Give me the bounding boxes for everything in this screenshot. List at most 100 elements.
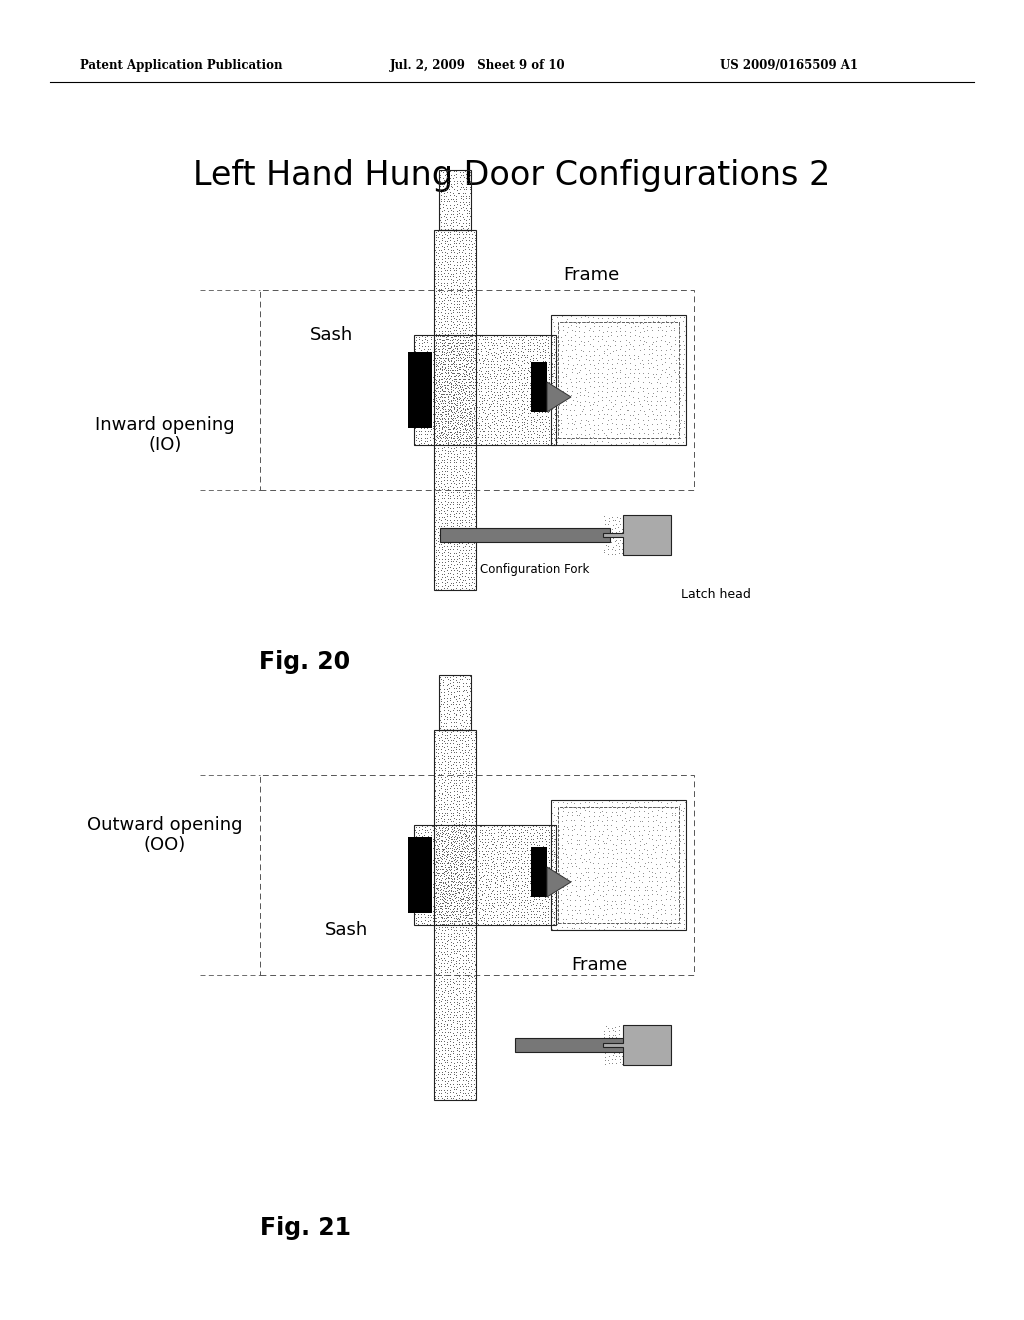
Point xyxy=(430,977,446,998)
Point xyxy=(417,830,433,851)
Point xyxy=(507,841,523,862)
Point xyxy=(464,409,480,430)
Point xyxy=(449,466,465,487)
Point xyxy=(463,1028,479,1049)
Point xyxy=(662,376,678,397)
Point xyxy=(677,315,693,337)
Point xyxy=(459,363,475,384)
Point xyxy=(455,945,471,966)
Point xyxy=(414,329,430,350)
Point xyxy=(444,972,461,993)
Point xyxy=(507,371,523,392)
Point xyxy=(468,389,484,411)
Point xyxy=(499,408,515,429)
Point xyxy=(462,405,478,426)
Point xyxy=(540,895,556,916)
Point xyxy=(439,173,456,194)
Point xyxy=(654,319,671,341)
Point xyxy=(436,396,453,417)
Point xyxy=(433,527,450,548)
Point xyxy=(506,383,522,404)
Point xyxy=(450,366,466,387)
Point xyxy=(607,834,624,855)
Point xyxy=(460,729,476,750)
Point xyxy=(457,969,473,990)
Point xyxy=(559,913,575,935)
Point xyxy=(427,904,443,925)
Point xyxy=(427,873,443,894)
Point xyxy=(454,562,470,583)
Point xyxy=(618,330,635,351)
Point xyxy=(458,734,474,755)
Point xyxy=(460,1064,476,1085)
Point xyxy=(658,1053,675,1074)
Point xyxy=(457,813,473,834)
Point xyxy=(455,805,471,826)
Point xyxy=(430,545,446,566)
Point xyxy=(430,573,446,594)
Point xyxy=(562,404,579,425)
Point xyxy=(430,368,446,389)
Point xyxy=(450,399,466,420)
Point xyxy=(452,540,468,561)
Point xyxy=(470,913,486,935)
Point xyxy=(571,359,588,380)
Point xyxy=(526,395,543,416)
Point xyxy=(457,381,473,403)
Point xyxy=(417,335,433,356)
Point xyxy=(630,816,646,837)
Point xyxy=(455,965,471,986)
Point xyxy=(640,393,656,414)
Point xyxy=(516,335,532,356)
Point xyxy=(422,356,438,378)
Point xyxy=(479,367,496,388)
Point xyxy=(608,313,625,334)
Point xyxy=(466,739,482,760)
Point xyxy=(445,165,462,186)
Point xyxy=(513,360,529,381)
Point xyxy=(434,950,451,972)
Point xyxy=(432,210,449,231)
Point xyxy=(580,911,596,932)
Point xyxy=(558,372,574,393)
Point xyxy=(432,384,449,405)
Point xyxy=(444,387,461,408)
Point xyxy=(486,368,503,389)
Point xyxy=(529,907,546,928)
Point xyxy=(461,441,477,462)
Point xyxy=(590,358,606,379)
Point xyxy=(449,525,465,546)
Point xyxy=(512,895,528,916)
Point xyxy=(496,362,512,383)
Point xyxy=(474,846,490,867)
Point xyxy=(666,871,682,892)
Point xyxy=(439,1082,456,1104)
Point xyxy=(433,312,450,333)
Point xyxy=(544,409,560,430)
Point xyxy=(447,730,464,751)
Point xyxy=(504,352,520,374)
Point xyxy=(519,368,536,389)
Point xyxy=(445,302,462,323)
Point xyxy=(489,326,506,347)
Point xyxy=(462,681,478,702)
Point xyxy=(527,352,544,374)
Point xyxy=(477,836,494,857)
Point xyxy=(476,425,493,446)
Point xyxy=(454,775,470,796)
Point xyxy=(508,900,524,921)
Point xyxy=(438,718,455,739)
Point xyxy=(600,866,616,887)
Point xyxy=(431,838,447,859)
Point xyxy=(537,816,553,837)
Point xyxy=(656,535,673,556)
Point xyxy=(434,246,451,267)
Point xyxy=(521,890,538,911)
Point xyxy=(442,1067,459,1088)
Point xyxy=(442,371,459,392)
Point xyxy=(499,338,515,359)
Point xyxy=(541,424,557,445)
Point xyxy=(440,880,457,902)
Point xyxy=(538,858,554,879)
Point xyxy=(452,875,468,896)
